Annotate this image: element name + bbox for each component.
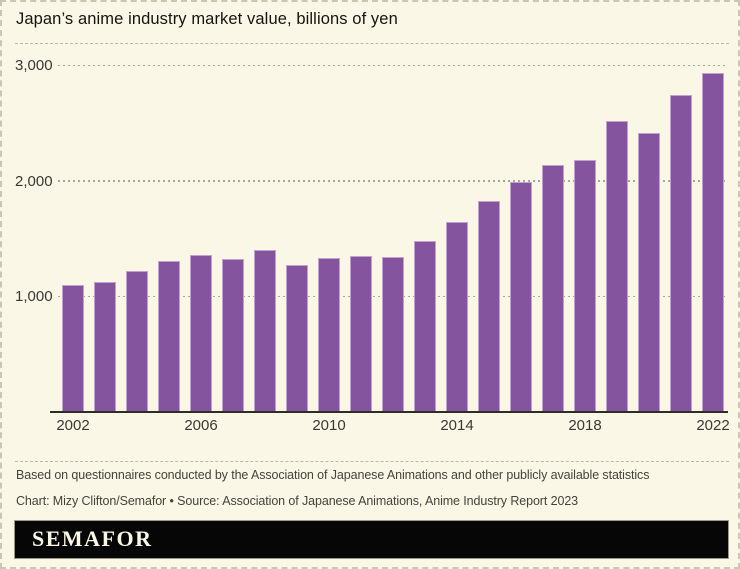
bar-2020	[638, 132, 660, 412]
gridline-3000	[58, 64, 728, 66]
bar-2013	[414, 241, 436, 412]
bar-2007	[222, 258, 244, 412]
bar-2003	[94, 281, 116, 412]
x-tick-label: 2002	[56, 417, 90, 434]
bar-2012	[382, 257, 404, 412]
bar-2008	[254, 250, 276, 412]
y-tick-label: 2,000	[15, 172, 53, 190]
bar-2015	[478, 200, 500, 412]
x-axis-baseline	[50, 410, 728, 413]
bar-2011	[350, 256, 372, 412]
bar-2021	[670, 95, 692, 412]
chart-title: Japan’s anime industry market value, bil…	[16, 10, 398, 28]
bar-2016	[510, 181, 532, 412]
bar-2022	[702, 73, 724, 412]
footer-separator	[15, 461, 729, 462]
x-tick-label: 2014	[440, 417, 474, 434]
bar-2005	[158, 261, 180, 412]
x-tick-label: 2010	[312, 417, 346, 434]
x-tick-label: 2018	[568, 417, 602, 434]
bar-2002	[62, 284, 84, 412]
title-separator	[15, 43, 729, 44]
semafor-wordmark: SEMAFOR	[32, 526, 153, 551]
methodology-note: Based on questionnaires conducted by the…	[16, 468, 650, 482]
bar-2009	[286, 265, 308, 412]
x-tick-label: 2006	[184, 417, 218, 434]
semafor-logo-bar: SEMAFOR	[14, 520, 729, 559]
bar-2019	[606, 121, 628, 412]
bar-2017	[542, 165, 564, 412]
y-tick-label: 1,000	[15, 288, 53, 306]
gridline-2000	[58, 180, 728, 182]
bar-2006	[190, 254, 212, 412]
bar-2018	[574, 159, 596, 412]
bar-2014	[446, 222, 468, 412]
source-credit: Chart: Mizy Clifton/Semafor • Source: As…	[16, 494, 579, 508]
bar-2004	[126, 270, 148, 412]
x-tick-label: 2022	[696, 417, 730, 434]
bar-2010	[318, 257, 340, 412]
y-tick-label: 3,000	[15, 57, 53, 74]
